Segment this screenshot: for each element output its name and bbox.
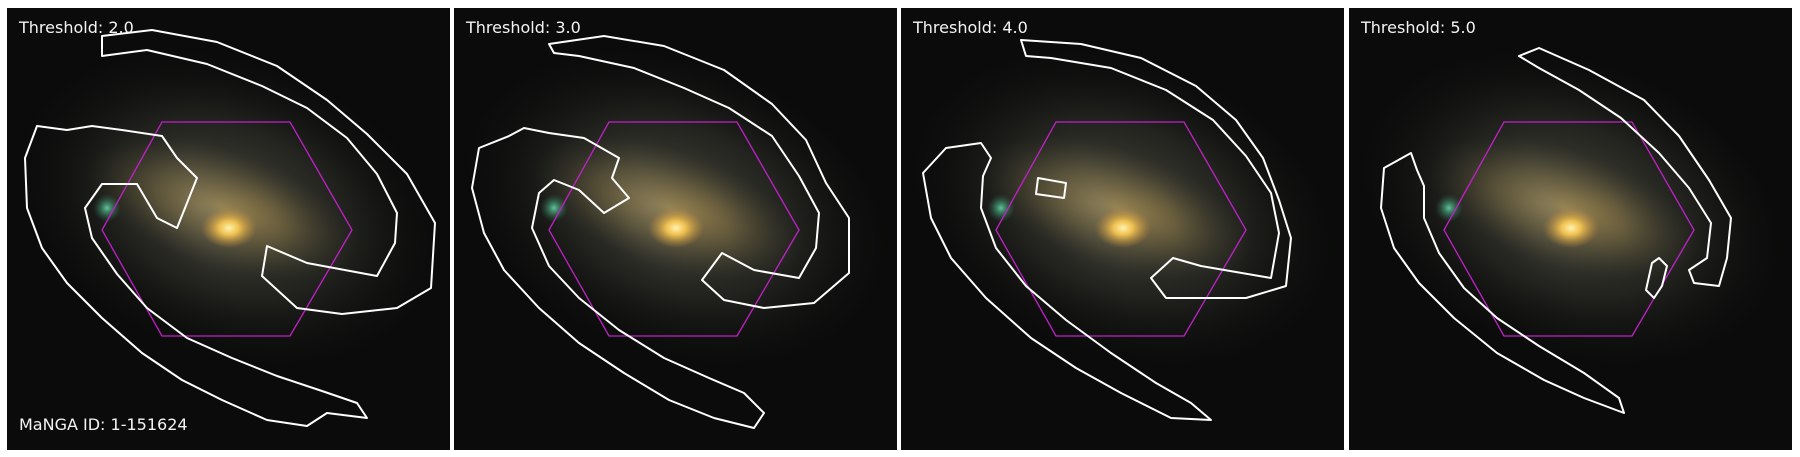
galaxy-image: [454, 8, 897, 450]
arm-contours: [471, 35, 850, 429]
ifu-hexagon: [101, 121, 353, 337]
galaxy-image: [1349, 8, 1792, 450]
ifu-hexagon: [1443, 121, 1695, 337]
panel-threshold-5: Threshold: 5.0: [1349, 8, 1792, 450]
galaxy-image: [901, 8, 1344, 450]
panel-threshold-4: Threshold: 4.0: [901, 8, 1344, 450]
arm-contours: [922, 39, 1292, 421]
ifu-hexagon: [548, 121, 800, 337]
manga-id-label: MaNGA ID: 1-151624: [19, 415, 188, 434]
panel-threshold-3: Threshold: 3.0: [454, 8, 897, 450]
threshold-label: Threshold: 5.0: [1361, 18, 1476, 37]
threshold-label: Threshold: 4.0: [913, 18, 1028, 37]
threshold-label: Threshold: 3.0: [466, 18, 581, 37]
arm-contours: [24, 29, 436, 427]
galaxy-image: [7, 8, 450, 450]
panel-threshold-2: Threshold: 2.0 MaNGA ID: 1-151624: [7, 8, 450, 450]
threshold-label: Threshold: 2.0: [19, 18, 134, 37]
ifu-hexagon: [995, 121, 1247, 337]
arm-contours: [1380, 47, 1732, 414]
